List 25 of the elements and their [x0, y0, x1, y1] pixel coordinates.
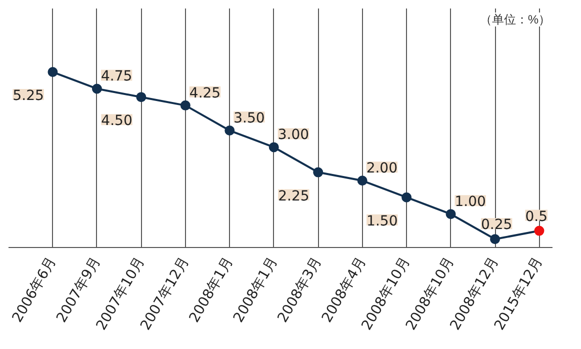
point [92, 84, 102, 94]
data-label: 3.00 [278, 127, 310, 144]
data-label: 4.50 [101, 113, 132, 130]
point [446, 209, 456, 220]
data-label: 4.25 [189, 85, 221, 102]
point [313, 167, 324, 178]
point [534, 226, 544, 236]
data-label: 1.00 [454, 194, 486, 210]
data-label: 0.5 [525, 208, 548, 225]
data-label: 3.50 [234, 110, 265, 127]
point [180, 100, 190, 110]
point [224, 126, 235, 136]
point [268, 142, 279, 152]
data-label: 2.25 [278, 188, 310, 204]
data-label: 1.50 [366, 213, 398, 230]
data-label: 5.25 [12, 88, 44, 104]
text: （单位：%） [480, 12, 550, 26]
point [136, 92, 146, 102]
point [402, 192, 412, 202]
data-label: 2.00 [366, 160, 398, 177]
point [357, 176, 368, 186]
data-label: 0.25 [481, 217, 512, 234]
data-label: 4.75 [100, 68, 132, 85]
point [490, 234, 500, 244]
point [48, 67, 58, 77]
